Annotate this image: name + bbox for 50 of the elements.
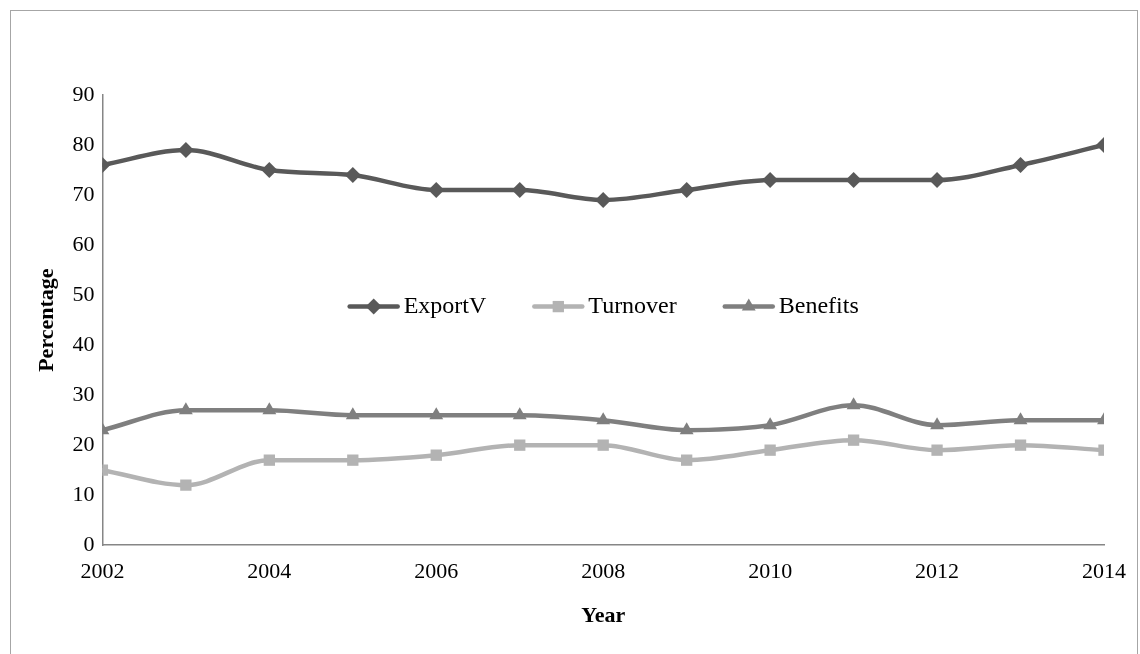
point — [681, 454, 693, 466]
point — [1014, 439, 1027, 451]
point — [845, 172, 862, 189]
point — [1012, 157, 1029, 174]
point — [763, 417, 778, 430]
point — [347, 454, 359, 466]
y-tick-label: 50 — [72, 280, 95, 306]
legend-label: Benefits — [778, 291, 859, 318]
point — [180, 479, 192, 491]
y-tick-label: 90 — [72, 80, 95, 106]
point — [263, 454, 275, 466]
legend-label: Turnover — [588, 291, 677, 318]
y-tick-label: 10 — [72, 480, 95, 506]
x-tick-label: 2014 — [1082, 558, 1126, 584]
point — [595, 192, 612, 209]
x-tick-label: 2006 — [414, 558, 459, 584]
point — [678, 182, 695, 199]
point — [429, 407, 444, 420]
point — [847, 434, 860, 446]
point — [261, 162, 278, 179]
point — [846, 397, 861, 410]
y-tick-label: 40 — [72, 330, 95, 356]
point — [597, 439, 609, 451]
x-tick-label: 2002 — [80, 558, 125, 584]
x-tick-label: 2008 — [581, 558, 626, 584]
point — [679, 422, 694, 435]
y-tick-label: 80 — [72, 130, 95, 156]
point — [345, 407, 360, 420]
point — [262, 402, 277, 415]
y-tick-label: 20 — [72, 430, 95, 456]
point — [344, 167, 361, 184]
y-tick-label: 30 — [72, 380, 95, 406]
x-tick-label: 2010 — [748, 558, 793, 584]
y-axis-title: Percentage — [32, 268, 58, 372]
point — [596, 412, 611, 425]
x-axis-title: Year — [581, 602, 626, 628]
point — [1013, 412, 1028, 425]
point — [931, 444, 943, 456]
y-tick-label: 0 — [83, 530, 95, 556]
x-tick-label: 2004 — [247, 558, 292, 584]
y-tick-label: 70 — [72, 180, 95, 206]
point — [930, 417, 944, 430]
point — [178, 402, 193, 415]
point — [514, 439, 526, 451]
legend-label: ExportV — [403, 291, 487, 318]
x-tick-label: 2012 — [915, 558, 960, 584]
y-tick-label: 60 — [72, 230, 95, 256]
point — [430, 449, 442, 461]
point — [512, 407, 527, 420]
point — [764, 444, 776, 456]
